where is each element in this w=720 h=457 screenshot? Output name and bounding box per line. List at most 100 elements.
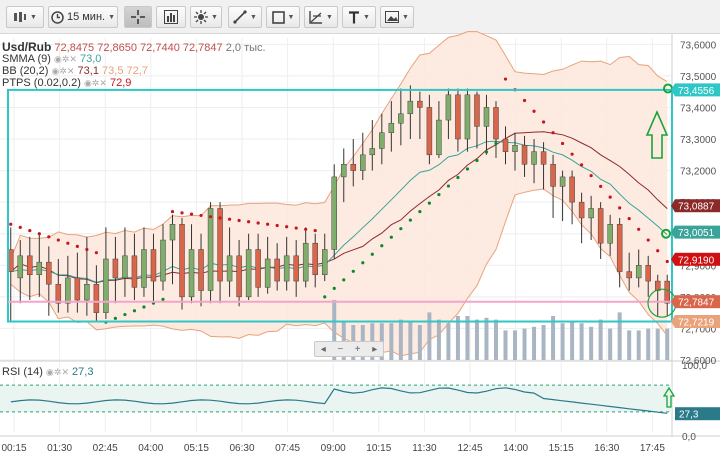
time-tick-label: 06:30 xyxy=(229,443,254,454)
candle-body xyxy=(360,154,366,171)
price-tag-label: 73,4556 xyxy=(678,86,715,97)
price-tick-label: 73,3000 xyxy=(680,135,717,146)
price-tag-label: 72,9190 xyxy=(678,255,715,266)
picture-icon xyxy=(385,11,400,23)
gear-icon[interactable]: ✲ xyxy=(59,66,67,76)
time-tick-label: 17:45 xyxy=(640,443,665,454)
candle-body xyxy=(483,107,490,127)
chevron-down-icon: ▼ xyxy=(211,13,218,21)
eye-icon[interactable]: ◉ xyxy=(83,78,92,88)
candle-body xyxy=(103,258,109,313)
candle-body xyxy=(321,249,328,276)
price-tag-label: 73,0051 xyxy=(678,228,715,239)
crosshair-button[interactable] xyxy=(124,6,152,28)
volume-bar xyxy=(665,328,670,360)
price-tick-label: 73,2000 xyxy=(680,167,717,178)
time-tick-label: 12:45 xyxy=(457,443,482,454)
price-tag xyxy=(675,225,720,239)
candle-body xyxy=(379,132,385,149)
sar-dot xyxy=(408,218,412,222)
chevron-down-icon: ▼ xyxy=(363,13,370,21)
image-button[interactable]: ▼ xyxy=(380,6,414,28)
sar-dot xyxy=(532,109,536,113)
price-tag-label: 72,7219 xyxy=(678,318,715,329)
volume-bar xyxy=(446,323,451,360)
gear-icon[interactable]: ✲ xyxy=(91,78,100,88)
indicators-icon xyxy=(194,10,209,24)
fibonacci-button[interactable]: ▼ xyxy=(304,6,338,28)
close-icon[interactable]: ✕ xyxy=(69,54,77,64)
price-tag-pointer xyxy=(671,199,675,213)
candle-body xyxy=(264,258,271,288)
sar-dot xyxy=(627,216,631,221)
price-tag xyxy=(675,315,720,329)
scroll-left-button[interactable]: ◂ xyxy=(320,343,326,355)
sar-dot xyxy=(323,295,327,299)
bollinger-middle-line xyxy=(10,131,668,284)
candle-body xyxy=(46,261,52,285)
volume-bar xyxy=(465,316,470,360)
gear-icon[interactable]: ✲ xyxy=(61,54,70,64)
time-tick-label: 07:45 xyxy=(275,443,300,454)
sar-dot xyxy=(294,226,298,230)
close-icon[interactable]: ✕ xyxy=(61,367,69,377)
volume-bar xyxy=(503,330,508,360)
sar-dot xyxy=(247,220,251,224)
bb-legend: BB (20,2) ◉✲✕ 73,1 73,5 72,7 xyxy=(2,65,148,77)
volume-bar xyxy=(532,326,537,360)
sar-dot xyxy=(551,131,555,135)
chart-type-button[interactable]: ▼ xyxy=(6,6,44,28)
candle-body xyxy=(217,208,223,282)
time-tick-label: 15:15 xyxy=(549,443,574,454)
sar-dot xyxy=(570,152,574,156)
eye-icon[interactable]: ◉ xyxy=(51,66,60,76)
sar-dot xyxy=(503,77,508,81)
sar-dot xyxy=(208,215,213,219)
volume-bar xyxy=(436,319,441,360)
text-tool-button[interactable]: ▼ xyxy=(342,6,376,28)
zoom-in-button[interactable]: + xyxy=(354,343,361,355)
smma-line xyxy=(10,140,668,283)
price-tick-label: 73,4000 xyxy=(680,103,717,114)
close-icon[interactable]: ✕ xyxy=(99,78,107,88)
indicators-button[interactable]: ▼ xyxy=(190,6,222,28)
candle-body xyxy=(236,255,242,298)
line-tool-button[interactable]: ▼ xyxy=(228,6,262,28)
sar-dot xyxy=(94,251,98,255)
price-tag-pointer xyxy=(671,225,675,239)
volume-bar xyxy=(474,319,479,360)
time-tick-label: 00:15 xyxy=(1,443,26,454)
chart-area-button[interactable] xyxy=(156,6,186,28)
gear-icon[interactable]: ✲ xyxy=(53,367,62,377)
rsi-panel: 100,0 0,0 27,3 xyxy=(0,361,720,443)
candle-body xyxy=(493,107,499,140)
time-tick-label: 11:30 xyxy=(412,443,437,454)
zoom-out-button[interactable]: − xyxy=(337,343,344,355)
sar-dot xyxy=(541,120,546,124)
timeframe-button[interactable]: 15 мин. ▼ xyxy=(48,6,118,28)
eye-icon[interactable]: ◉ xyxy=(53,54,62,64)
candle-body xyxy=(141,249,147,288)
candle-body xyxy=(188,249,195,298)
volume-bar xyxy=(617,312,622,360)
eye-icon[interactable]: ◉ xyxy=(46,367,54,377)
candle-body xyxy=(455,94,461,140)
shapes-button[interactable]: ▼ xyxy=(266,6,300,28)
sar-dot xyxy=(47,235,51,239)
sar-dot xyxy=(180,211,184,215)
ptps-legend: PTPS (0.02,0.2) ◉✲✕ 72,9 xyxy=(2,77,131,89)
candle-body xyxy=(112,258,119,279)
price-axis: 73,600073,500073,400073,300073,200073,10… xyxy=(671,40,720,367)
sar-dot xyxy=(18,225,22,230)
chevron-down-icon: ▼ xyxy=(326,13,333,21)
price-tick-label: 73,6000 xyxy=(680,40,717,51)
candle-body xyxy=(169,224,176,241)
sar-dot xyxy=(656,249,660,253)
close-icon[interactable]: ✕ xyxy=(66,66,75,76)
scroll-right-button[interactable]: ▸ xyxy=(372,343,378,355)
sar-dot xyxy=(142,305,146,309)
candle-body xyxy=(645,265,651,282)
sar-dot xyxy=(9,222,13,226)
candle-body xyxy=(464,94,471,140)
